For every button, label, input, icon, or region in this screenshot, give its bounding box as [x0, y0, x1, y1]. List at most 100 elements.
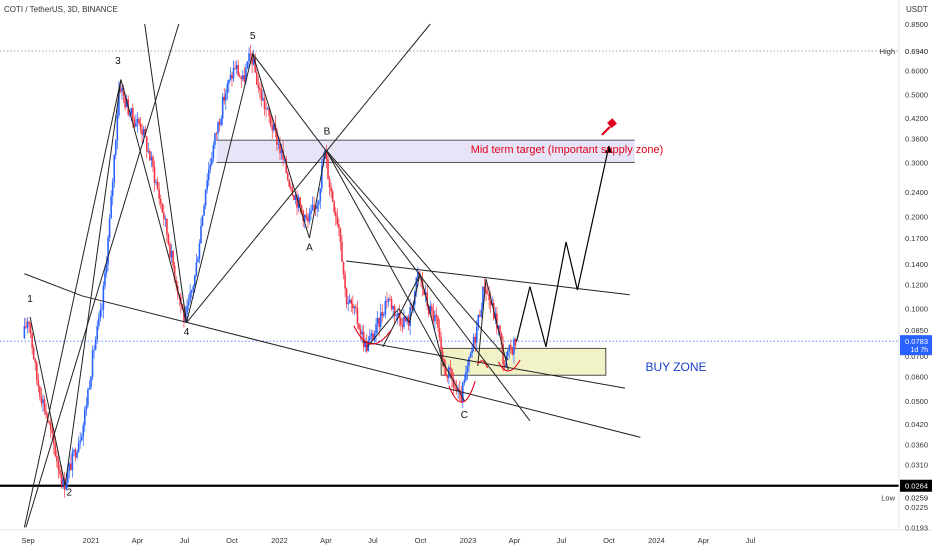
candle-body: [369, 336, 371, 341]
candle-body: [472, 336, 475, 349]
candle-body: [302, 210, 305, 222]
y-tick-label: 0.3600: [905, 134, 928, 143]
wave-3-4: [120, 79, 188, 323]
candle-body: [396, 313, 399, 316]
candle-body: [499, 325, 501, 334]
y-tick-label: 0.0225: [905, 503, 928, 512]
candle-body: [435, 314, 438, 318]
candle-body: [291, 188, 294, 196]
candle-body: [353, 306, 356, 309]
zz-4: [419, 273, 445, 367]
candle-body: [263, 98, 266, 109]
candle-body: [93, 349, 95, 351]
candle-body: [338, 224, 340, 229]
candle-body: [104, 272, 106, 286]
wave-label-a: A: [306, 242, 313, 253]
x-tick-label: Jul: [746, 536, 756, 545]
candle-body: [437, 317, 439, 328]
candle-body: [300, 205, 303, 211]
candle-body: [114, 140, 117, 155]
x-tick-label: Jul: [180, 536, 190, 545]
last-price-box: [900, 335, 932, 356]
candle-body: [149, 150, 151, 161]
candle-body: [74, 449, 77, 458]
low-value: 0.0259: [905, 493, 928, 502]
candle-body: [68, 463, 71, 471]
candle-body: [514, 338, 517, 346]
candle-body: [59, 469, 61, 475]
candle-body: [246, 61, 249, 69]
candle-body: [352, 303, 354, 309]
candle-body: [277, 143, 280, 145]
candle-body: [276, 130, 278, 145]
candle-body: [404, 317, 407, 322]
candle-body: [488, 293, 490, 300]
candle-body: [429, 306, 432, 314]
wave-channel-lower: [23, 79, 122, 528]
candle-body: [212, 144, 215, 159]
candle-body: [240, 77, 243, 80]
candle-body: [223, 96, 226, 101]
y-tick-label: 0.2400: [905, 188, 928, 197]
last-price-countdown: 1d 7h: [910, 347, 928, 354]
candle-body: [480, 309, 483, 317]
candle-body: [288, 179, 291, 187]
candle-body: [482, 286, 484, 310]
candle-body: [87, 389, 89, 406]
candle-body: [325, 150, 328, 160]
candle-body: [32, 347, 35, 360]
target-flag-head: [607, 118, 617, 129]
target-zone-label: Mid term target (Important supply zone): [471, 144, 664, 156]
candle-body: [142, 128, 145, 135]
candle-body: [259, 87, 261, 90]
candle-body: [211, 158, 213, 165]
support-price-box: [900, 479, 932, 492]
wave-label-1: 1: [27, 294, 33, 305]
candle-body: [207, 169, 210, 181]
candle-body: [454, 387, 456, 389]
x-tick-label: 2023: [460, 536, 477, 545]
candle-body: [417, 271, 419, 278]
candle-body: [97, 318, 100, 327]
support-price-value: 0.0264: [905, 482, 928, 491]
y-tick-label: 0.0193: [905, 523, 928, 532]
candle-body: [381, 312, 384, 316]
candle-body: [511, 348, 514, 355]
currency-label: USDT: [906, 5, 928, 14]
candle-body: [372, 333, 374, 341]
candle-body: [26, 321, 29, 328]
candle-body: [401, 324, 404, 327]
candle-body: [440, 337, 442, 352]
y-tick-label: 0.0500: [905, 397, 928, 406]
candle-body: [330, 187, 332, 192]
x-tick-label: Apr: [320, 536, 332, 545]
candle-body: [28, 321, 30, 324]
wave-label-c: C: [461, 410, 468, 421]
candle-body: [355, 306, 357, 309]
candle-body: [101, 309, 103, 311]
price-axis[interactable]: [899, 0, 932, 530]
candle-body: [508, 345, 511, 352]
time-axis[interactable]: [0, 530, 932, 550]
candle-body: [282, 150, 284, 160]
y-tick-label: 0.0600: [905, 373, 928, 382]
candle-body: [373, 333, 376, 341]
candle-body: [310, 210, 312, 214]
candle-body: [190, 289, 193, 293]
candle-body: [132, 107, 134, 120]
zz-5: [382, 273, 421, 348]
candle-body: [135, 123, 137, 127]
candle-body: [243, 75, 246, 82]
candle-body: [197, 258, 199, 263]
candle-body: [463, 380, 466, 383]
candle-body: [365, 341, 368, 352]
candle-body: [77, 443, 80, 453]
candle-body: [51, 429, 54, 434]
candle-body: [248, 53, 250, 62]
candle-body: [269, 115, 272, 126]
wave-channel-upper: [144, 23, 188, 323]
projection-arrowhead: [604, 145, 613, 153]
candle-body: [333, 201, 336, 213]
